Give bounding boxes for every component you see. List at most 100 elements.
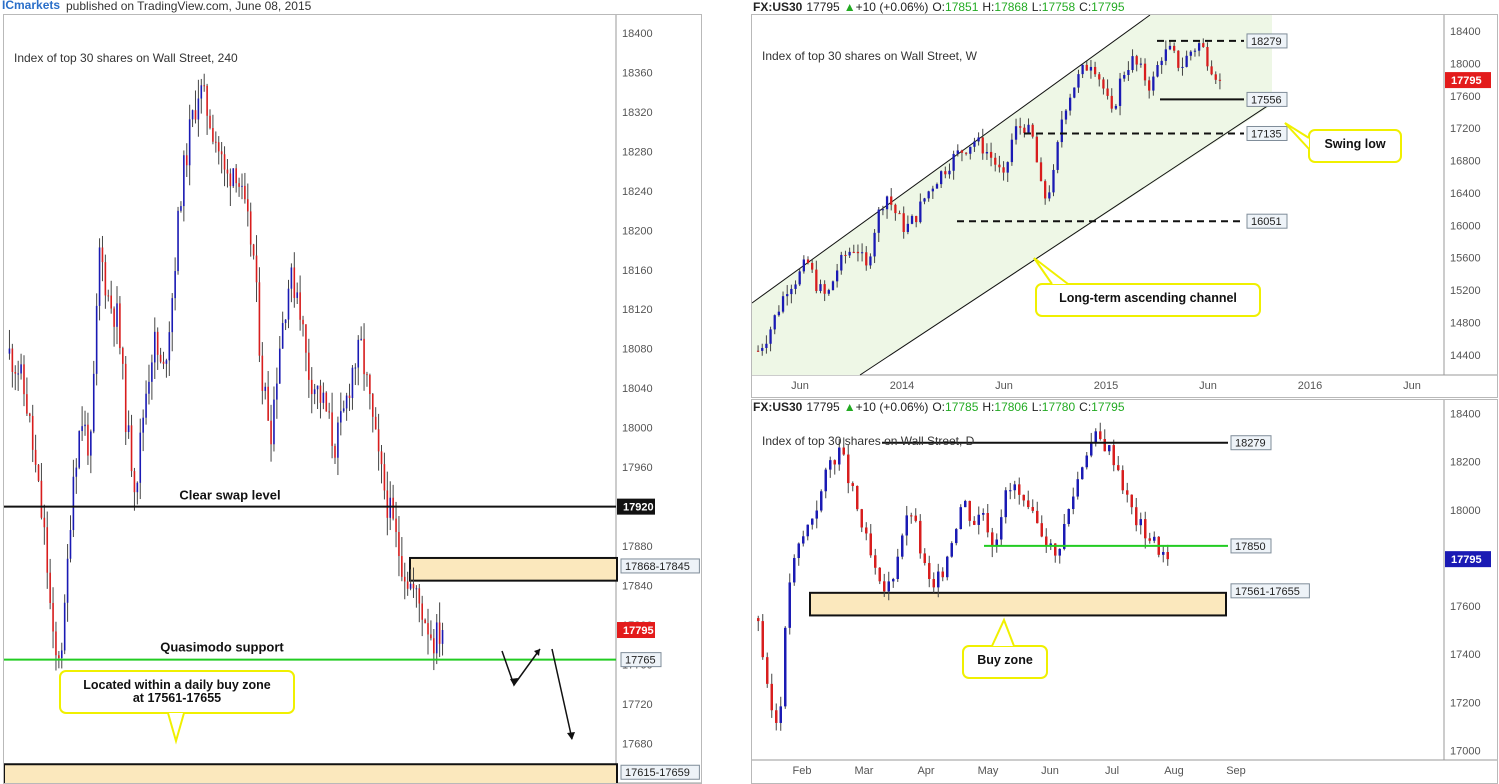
weekly-last-price-tag xyxy=(1445,72,1491,89)
h4-swap-price-tag xyxy=(617,498,655,515)
weekly-candle xyxy=(1106,88,1109,96)
h4-level-tag-17765: 17765 xyxy=(625,655,656,667)
brand-logo-text[interactable]: ICmarkets xyxy=(2,0,61,12)
daily-change-arrow: ▲ xyxy=(843,400,856,414)
daily-x-tick-label: Aug xyxy=(1164,765,1184,777)
weekly-candle xyxy=(1177,50,1180,68)
weekly-candle xyxy=(1206,47,1209,67)
weekly-channel-lower xyxy=(859,102,1273,376)
weekly-candle xyxy=(1110,95,1113,109)
h4-candle xyxy=(63,602,66,651)
daily-x-tick-label: Jul xyxy=(1105,765,1119,777)
h4-candle xyxy=(23,364,25,395)
weekly-candle xyxy=(1114,105,1118,109)
weekly-symbol: FX:US30 xyxy=(753,0,803,14)
h4-candle xyxy=(398,531,400,557)
h4-candle xyxy=(409,583,412,589)
daily-candle xyxy=(820,491,823,511)
weekly-y-tick-label: 18000 xyxy=(1450,59,1481,71)
daily-callout-pointer xyxy=(991,617,1015,647)
weekly-candle xyxy=(1102,79,1105,89)
daily-candle xyxy=(1108,445,1111,452)
weekly-candle xyxy=(1081,64,1084,75)
h4-y-tick-label: 17720 xyxy=(622,699,653,711)
weekly-chart-panel[interactable]: 14400 14800 15200 15600 16000 16400 16800 17200… xyxy=(751,14,1498,398)
h4-chart[interactable]: 1768017720177601780017840178801792017960… xyxy=(4,15,701,783)
weekly-candle xyxy=(898,213,901,215)
h4-candle xyxy=(90,431,92,456)
daily-candle xyxy=(910,515,913,517)
daily-candle xyxy=(986,513,989,533)
daily-chart-title: Index of top 30 shares on Wall Street, D xyxy=(762,434,975,448)
weekly-candle xyxy=(994,157,997,165)
weekly-y-tick-label: 18400 xyxy=(1450,26,1481,38)
h4-candle xyxy=(69,530,72,559)
daily-candle xyxy=(806,524,809,537)
weekly-candle xyxy=(1044,181,1047,199)
daily-chart-panel[interactable]: 1700017200174001760017800180001820018400… xyxy=(751,399,1498,784)
weekly-candle xyxy=(765,343,768,348)
h4-candle xyxy=(177,210,179,272)
daily-candle xyxy=(982,513,985,515)
h4-candle xyxy=(209,115,211,129)
h4-chart-panel[interactable]: 1768017720177601780017840178801792017960… xyxy=(3,14,702,784)
daily-candle xyxy=(887,581,890,592)
weekly-candle xyxy=(1031,124,1034,137)
weekly-candle xyxy=(890,196,893,205)
h4-candle xyxy=(87,424,89,456)
weekly-x-tick-label: Jun xyxy=(1403,380,1421,392)
weekly-candle xyxy=(1002,167,1005,173)
h4-candle xyxy=(148,381,150,394)
weekly-x-tick-label: Jun xyxy=(995,380,1013,392)
h4-candle xyxy=(395,518,397,532)
weekly-candle xyxy=(935,184,939,189)
daily-candle xyxy=(946,556,949,578)
weekly-candle xyxy=(989,151,993,158)
h4-candle xyxy=(305,324,307,353)
weekly-candle xyxy=(1148,80,1151,91)
weekly-candle xyxy=(1039,162,1043,182)
h4-candle xyxy=(313,389,316,395)
h4-candle xyxy=(255,255,258,283)
weekly-candle xyxy=(761,347,764,351)
daily-candle xyxy=(1027,500,1030,508)
h4-candle xyxy=(267,386,269,421)
daily-candle xyxy=(923,553,926,564)
h4-candle xyxy=(322,392,325,403)
weekly-candle xyxy=(923,198,926,202)
h4-candle xyxy=(383,464,386,491)
h4-candle xyxy=(389,497,392,518)
h4-candle xyxy=(11,348,14,372)
h4-candle xyxy=(29,413,31,416)
h4-candle xyxy=(31,415,34,450)
weekly-candle xyxy=(1214,74,1217,80)
h4-candle xyxy=(421,603,423,620)
weekly-candle xyxy=(1048,192,1051,199)
weekly-candle xyxy=(1118,78,1122,106)
daily-chart[interactable]: 1700017200174001760017800180001820018400… xyxy=(752,400,1497,783)
h4-candle xyxy=(273,399,275,445)
h4-candle xyxy=(386,490,389,518)
weekly-chart[interactable]: 14400 14800 15200 15600 16000 16400 16800 17200… xyxy=(752,15,1497,397)
daily-candle xyxy=(766,657,769,684)
h4-candle xyxy=(165,360,168,364)
h4-candle xyxy=(139,432,142,483)
daily-candle xyxy=(833,460,836,465)
weekly-symbol-header: FX:US30 17795 ▲+10 (+0.06%) O:17851 H:17868 L… xyxy=(753,0,1129,14)
h4-y-tick-label: 17680 xyxy=(622,739,653,751)
h4-candle xyxy=(258,282,261,356)
daily-y-tick-label: 17200 xyxy=(1450,697,1481,709)
weekly-candle xyxy=(985,151,989,154)
h4-y-tick-label: 18160 xyxy=(622,265,653,277)
weekly-channel-fill xyxy=(752,15,1272,375)
daily-candle xyxy=(1049,543,1052,546)
weekly-candle xyxy=(802,259,805,272)
weekly-callout-channel-box xyxy=(1035,283,1261,317)
weekly-low-label: L: xyxy=(1031,0,1042,14)
daily-candle xyxy=(815,510,818,519)
h4-candle xyxy=(377,429,380,452)
h4-y-tick-label: 18000 xyxy=(622,423,653,435)
h4-candle xyxy=(363,338,365,375)
weekly-candle xyxy=(1060,119,1063,143)
weekly-candle xyxy=(881,209,885,211)
